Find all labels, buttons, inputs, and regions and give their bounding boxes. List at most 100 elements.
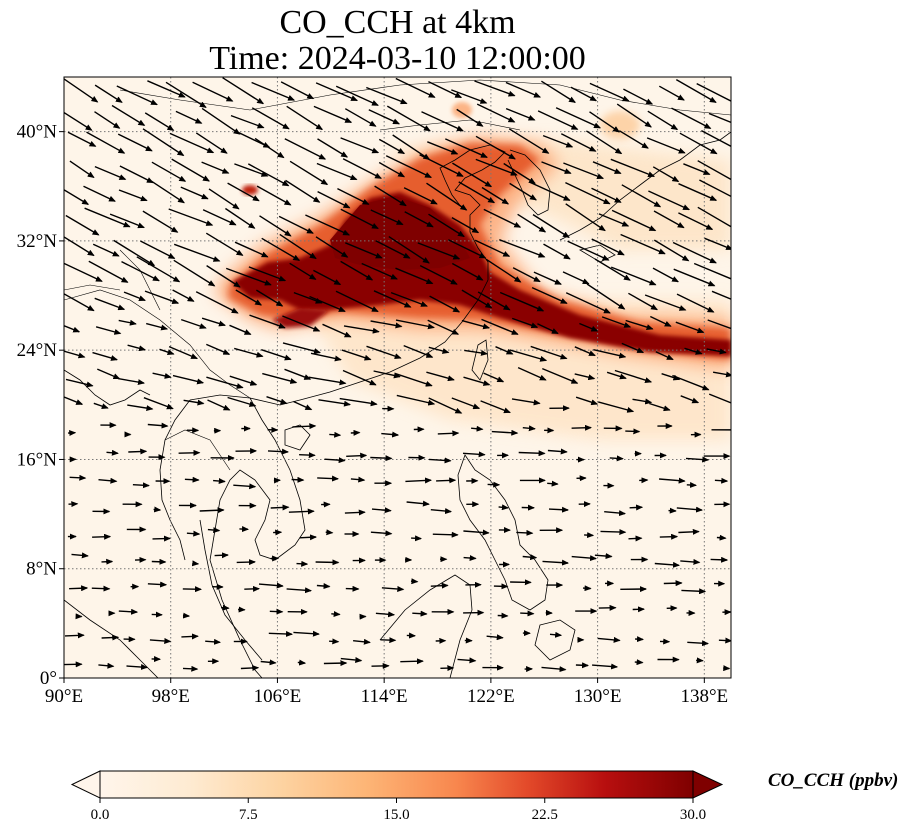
wind-arrow xyxy=(591,238,625,256)
wind-arrow xyxy=(269,608,284,615)
wind-arrow xyxy=(94,297,126,311)
wind-arrow xyxy=(65,378,94,388)
wind-arrow xyxy=(116,85,158,106)
wind-arrow xyxy=(392,134,431,160)
wind-arrow xyxy=(208,188,240,210)
wind-arrow xyxy=(251,107,290,130)
wind-arrow xyxy=(240,664,260,671)
wind-arrow xyxy=(317,138,349,158)
wind-arrow xyxy=(64,236,95,257)
wind-arrow xyxy=(299,452,316,459)
wind-arrow xyxy=(687,640,709,647)
wind-arrow xyxy=(522,554,538,561)
wind-arrow xyxy=(463,555,477,561)
wind-arrow xyxy=(136,256,181,283)
wind-arrow xyxy=(571,424,592,431)
wind-arrow xyxy=(508,128,550,154)
wind-arrow xyxy=(317,475,339,482)
wind-arrow xyxy=(518,450,546,457)
wind-arrow xyxy=(71,552,89,559)
wind-arrow xyxy=(480,400,511,414)
wind-arrow xyxy=(457,657,477,664)
wind-arrow xyxy=(428,457,452,464)
wind-arrow xyxy=(672,374,710,391)
wind-arrow xyxy=(432,531,459,538)
wind-arrow xyxy=(567,240,610,261)
wind-arrow xyxy=(600,529,627,536)
wind-arrow xyxy=(503,162,536,184)
wind-arrow xyxy=(126,663,148,670)
wind-arrow xyxy=(205,638,221,645)
wind-arrow xyxy=(344,509,366,516)
wind-arrow xyxy=(463,376,491,386)
wind-arrow xyxy=(403,187,438,205)
wind-arrow xyxy=(597,636,621,643)
wind-arrow xyxy=(542,367,579,384)
wind-arrow xyxy=(261,349,292,361)
wind-arrow xyxy=(537,323,559,335)
wind-arrow xyxy=(109,213,145,229)
wind-arrow xyxy=(427,141,459,155)
wind-arrow xyxy=(548,506,569,513)
wind-arrow xyxy=(325,529,334,536)
wind-arrow xyxy=(168,345,199,360)
wind-arrow xyxy=(373,290,412,308)
wind-arrow xyxy=(340,260,374,281)
wind-arrow xyxy=(629,504,644,511)
wind-arrow xyxy=(234,163,269,177)
wind-arrow xyxy=(64,632,85,639)
wind-arrow xyxy=(370,530,393,537)
wind-arrow xyxy=(256,289,284,307)
wind-arrow xyxy=(64,111,93,131)
wind-arrow xyxy=(230,114,265,129)
wind-arrow xyxy=(305,214,351,236)
wind-arrow xyxy=(339,397,378,407)
wind-arrow xyxy=(370,455,393,462)
wind-arrow xyxy=(207,399,231,411)
wind-arrow xyxy=(123,291,146,302)
wind-arrow xyxy=(258,582,284,589)
wind-arrow xyxy=(658,85,685,101)
wind-arrow xyxy=(547,480,559,487)
wind-arrow xyxy=(404,211,434,228)
wind-arrow xyxy=(278,215,314,234)
plot-title-line1: CO_CCH at 4km xyxy=(279,4,516,41)
colorbar-min-extend xyxy=(70,770,101,799)
map-frame xyxy=(63,76,732,679)
wind-arrow xyxy=(447,239,487,259)
wind-arrow xyxy=(428,213,465,238)
wind-arrow xyxy=(284,368,312,380)
wind-arrow xyxy=(316,162,358,181)
wind-arrow xyxy=(234,347,264,358)
wind-arrow xyxy=(575,662,589,669)
wind-arrow xyxy=(183,399,205,406)
wind-arrow xyxy=(586,130,623,155)
wind-arrow xyxy=(268,630,293,637)
wind-arrow xyxy=(594,258,631,281)
wind-arrow xyxy=(462,451,486,458)
wind-arrow xyxy=(113,239,156,267)
wind-arrow xyxy=(541,80,576,103)
wind-arrow xyxy=(181,633,199,640)
wind-arrow xyxy=(678,183,718,201)
wind-arrow xyxy=(88,260,129,283)
wind-arrow xyxy=(111,104,146,126)
wind-arrow xyxy=(542,559,569,566)
wind-arrow xyxy=(394,372,433,387)
wind-arrow xyxy=(118,608,139,615)
wind-arrow xyxy=(659,477,686,484)
wind-arrow xyxy=(118,189,148,202)
wind-arrow xyxy=(146,322,169,331)
wind-arrow xyxy=(591,187,622,203)
colorbar-label: CO_CCH (ppbv) xyxy=(768,770,899,791)
wind-arrow xyxy=(368,109,401,125)
wind-arrow xyxy=(592,663,619,670)
wind-arrow xyxy=(201,317,226,327)
wind-arrow xyxy=(537,110,579,130)
wind-arrow xyxy=(476,103,516,123)
colorbar-gradient xyxy=(100,771,693,798)
wind-arrow xyxy=(718,637,731,644)
wind-arrow xyxy=(121,260,160,282)
wind-arrow xyxy=(97,368,121,380)
wind-arrow xyxy=(699,179,731,198)
